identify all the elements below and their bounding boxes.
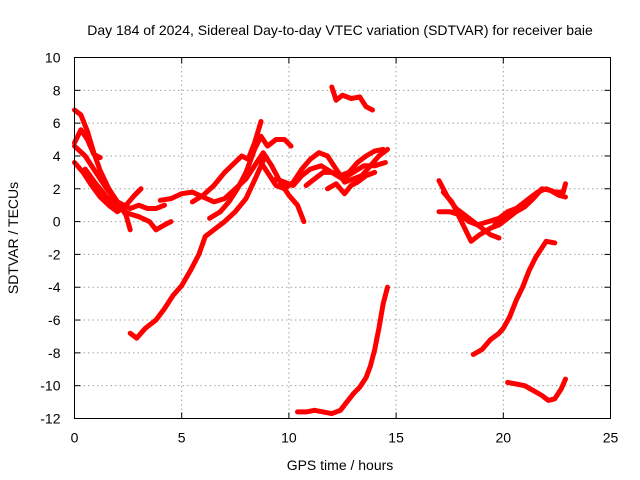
- series-arc-10: [256, 146, 390, 192]
- series-arc-21: [505, 376, 568, 403]
- y-tick-label: -6: [48, 312, 61, 328]
- grid-lines: [74, 57, 611, 419]
- axis-ticks: 0 5 10 15 20 25 -12 -10 -8 -6 -4 -2 0 2 4 6 8 10: [40, 50, 618, 446]
- y-tick-label: -10: [40, 378, 60, 394]
- data-series: [72, 84, 568, 417]
- series-arc-15: [295, 284, 390, 417]
- series-arc-6: [127, 153, 268, 341]
- x-tick-label: 25: [603, 430, 619, 446]
- x-tick-label: 10: [281, 430, 297, 446]
- series-arc-13: [325, 169, 378, 197]
- series-arc-14: [329, 84, 375, 113]
- series-arc-9: [207, 133, 294, 221]
- x-tick-label: 5: [178, 430, 186, 446]
- y-tick-label: -4: [48, 279, 61, 295]
- series-arc-20: [470, 238, 558, 357]
- series-arc-5: [82, 166, 174, 233]
- y-tick-label: 6: [53, 115, 61, 131]
- y-tick-label: -8: [48, 345, 61, 361]
- series-arc-2: [72, 127, 103, 161]
- y-tick-label: 8: [53, 82, 61, 98]
- x-tick-label: 0: [71, 430, 79, 446]
- y-axis-label: SDTVAR / TECUs: [5, 182, 21, 294]
- series-arc-12: [303, 146, 386, 188]
- x-tick-label: 20: [496, 430, 512, 446]
- y-tick-label: 0: [53, 214, 61, 230]
- plot-frame: [74, 57, 611, 419]
- series-arc-4: [72, 143, 167, 211]
- y-tick-label: 4: [53, 148, 61, 164]
- y-tick-label: -2: [48, 246, 61, 262]
- series-arc-11: [273, 160, 388, 188]
- chart-title: Day 184 of 2024, Sidereal Day-to-day VTE…: [87, 22, 593, 38]
- series-arc-19: [492, 181, 568, 228]
- y-tick-label: 10: [45, 50, 61, 66]
- x-tick-label: 15: [388, 430, 404, 446]
- series-arc-3: [72, 160, 144, 215]
- y-tick-label: -12: [40, 411, 60, 427]
- x-axis-label: GPS time / hours: [287, 457, 394, 473]
- y-tick-label: 2: [53, 181, 61, 197]
